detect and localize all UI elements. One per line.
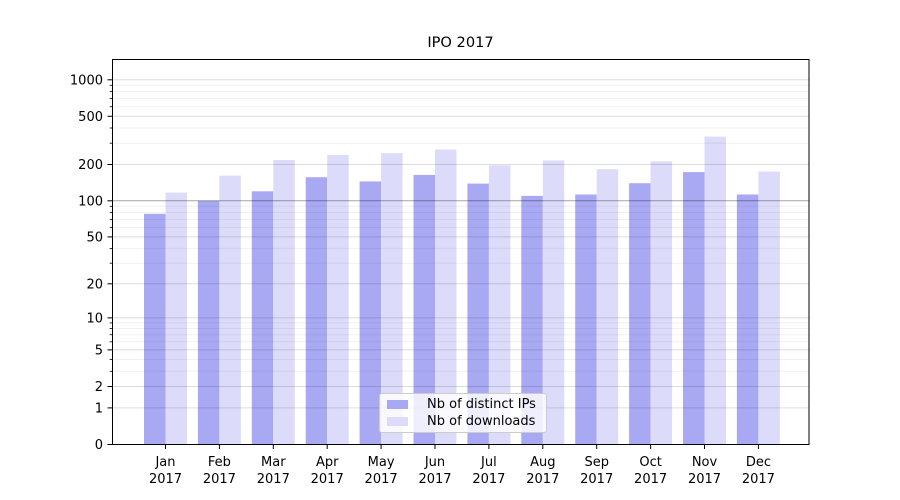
x-tick-label-nov: Nov xyxy=(692,455,718,470)
x-tick-label-jan: Jan xyxy=(154,455,175,470)
y-tick-label-1000: 1000 xyxy=(70,73,103,88)
bar-distinct-ips-may xyxy=(359,181,382,445)
bar-distinct-ips-jul xyxy=(467,183,489,445)
bar-downloads-may xyxy=(381,153,403,445)
y-tick-label-20: 20 xyxy=(86,277,103,292)
bar-downloads-dec xyxy=(758,171,780,445)
legend-item-downloads: Nb of downloads xyxy=(387,414,542,429)
y-tick-label-1: 1 xyxy=(95,401,103,416)
x-tick-label-jul: Jul xyxy=(480,455,497,470)
bar-downloads-aug xyxy=(542,160,565,445)
bar-distinct-ips-apr xyxy=(305,177,328,445)
x-tick-label-year-mar: 2017 xyxy=(257,472,290,487)
bar-downloads-mar xyxy=(273,160,295,445)
x-tick-label-year-dec: 2017 xyxy=(742,472,775,487)
bar-downloads-feb xyxy=(219,175,241,445)
x-tick-label-year-apr: 2017 xyxy=(311,472,344,487)
y-tick-label-200: 200 xyxy=(78,158,103,173)
bar-downloads-apr xyxy=(327,154,349,445)
legend-label-downloads: Nb of downloads xyxy=(427,413,536,429)
chart-title: IPO 2017 xyxy=(427,34,494,51)
x-tick-label-year-jul: 2017 xyxy=(472,472,505,487)
x-tick-label-dec: Dec xyxy=(746,455,771,470)
bar-downloads-oct xyxy=(650,161,673,445)
bar-distinct-ips-jun xyxy=(413,174,435,445)
x-tick-label-oct: Oct xyxy=(639,455,661,470)
x-tick-label-year-aug: 2017 xyxy=(526,472,559,487)
y-tick-label-10: 10 xyxy=(86,311,103,326)
y-tick-label-100: 100 xyxy=(78,194,103,209)
bar-distinct-ips-oct xyxy=(629,183,651,445)
legend: Nb of distinct IPs Nb of downloads xyxy=(379,393,547,433)
bar-distinct-ips-sep xyxy=(575,194,597,445)
x-tick-label-aug: Aug xyxy=(530,455,555,470)
bar-downloads-sep xyxy=(596,169,619,445)
x-tick-label-mar: Mar xyxy=(261,455,286,470)
bar-distinct-ips-dec xyxy=(736,194,759,445)
y-tick-label-50: 50 xyxy=(86,230,103,245)
x-tick-label-apr: Apr xyxy=(316,455,339,470)
bar-downloads-jul xyxy=(488,165,511,445)
bar-distinct-ips-jan xyxy=(144,213,166,445)
bar-distinct-ips-feb xyxy=(197,200,220,445)
axes-spines xyxy=(112,59,810,445)
x-tick-label-jun: Jun xyxy=(424,455,445,470)
x-tick-label-year-sep: 2017 xyxy=(580,472,613,487)
x-tick-label-year-feb: 2017 xyxy=(203,472,236,487)
legend-swatch-distinct-ips xyxy=(387,400,408,410)
x-tick-label-feb: Feb xyxy=(208,455,231,470)
x-tick-label-year-jan: 2017 xyxy=(149,472,182,487)
x-tick-label-year-nov: 2017 xyxy=(688,472,721,487)
legend-swatch-downloads xyxy=(387,416,408,426)
x-tick-label-year-may: 2017 xyxy=(365,472,398,487)
bar-distinct-ips-nov xyxy=(683,172,705,445)
bar-downloads-jun xyxy=(435,149,457,445)
bar-distinct-ips-aug xyxy=(521,195,543,445)
y-tick-label-5: 5 xyxy=(95,343,103,358)
x-tick-label-year-jun: 2017 xyxy=(418,472,451,487)
y-tick-label-2: 2 xyxy=(95,380,103,395)
x-tick-label-year-oct: 2017 xyxy=(634,472,667,487)
legend-item-distinct-ips: Nb of distinct IPs xyxy=(387,397,542,412)
bar-downloads-jan xyxy=(165,192,187,445)
y-tick-label-500: 500 xyxy=(78,110,103,125)
x-tick-label-sep: Sep xyxy=(584,455,609,470)
bar-downloads-nov xyxy=(704,136,726,445)
y-tick-label-0: 0 xyxy=(95,438,103,453)
bar-distinct-ips-mar xyxy=(251,191,274,445)
x-tick-label-may: May xyxy=(368,455,395,470)
legend-label-distinct-ips: Nb of distinct IPs xyxy=(427,397,536,413)
